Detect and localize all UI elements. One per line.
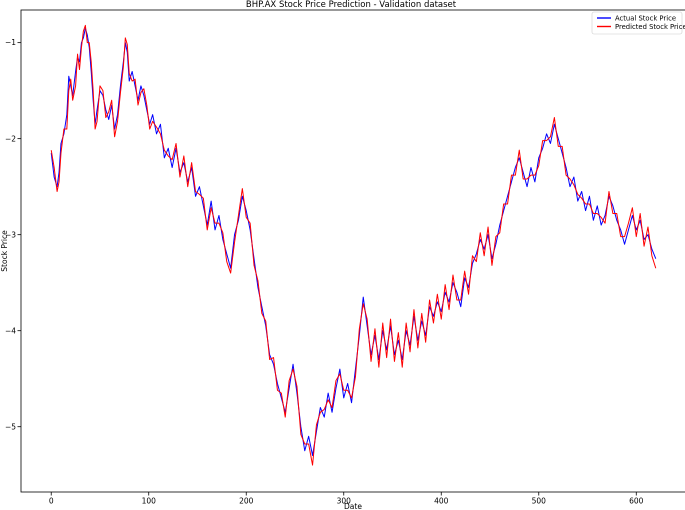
y-tick-label: −1 <box>5 38 16 47</box>
legend-label: Predicted Stock Price <box>615 23 685 31</box>
x-axis: 0 100 200 300 400 500 600 <box>49 492 644 506</box>
x-tick-label: 200 <box>239 497 254 506</box>
x-tick-label: 400 <box>434 497 449 506</box>
x-axis-label: Date <box>344 502 362 510</box>
y-tick-label: −4 <box>5 326 16 335</box>
y-tick-label: −5 <box>5 422 16 431</box>
y-axis-label: Stock Price <box>0 230 9 272</box>
y-axis: −1 −2 −3 −4 −5 <box>5 38 21 431</box>
y-tick-label: −2 <box>5 134 16 143</box>
series-line-predicted <box>50 24 657 466</box>
plot-frame <box>20 9 685 493</box>
legend-box <box>591 11 683 35</box>
x-tick-label: 600 <box>629 497 644 506</box>
legend-label: Actual Stock Price <box>615 15 676 23</box>
chart-title: BHP.AX Stock Price Prediction - Validati… <box>246 0 457 10</box>
x-tick-label: 500 <box>532 497 547 506</box>
x-tick-label: 0 <box>49 497 54 506</box>
x-tick-label: 300 <box>337 497 352 506</box>
y-tick-label: −3 <box>5 230 16 239</box>
series-line-actual <box>50 27 657 457</box>
x-tick-label: 100 <box>142 497 157 506</box>
series-layer <box>50 24 657 466</box>
